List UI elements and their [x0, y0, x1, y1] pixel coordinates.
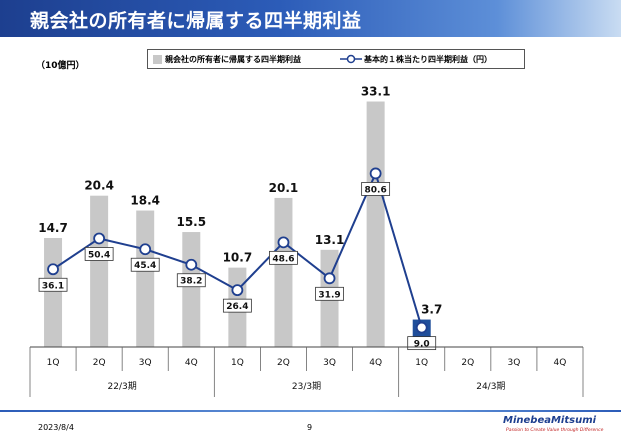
x-tick-label: 1Q	[415, 358, 428, 368]
x-tick-label: 1Q	[231, 358, 244, 368]
x-tick-label: 2Q	[277, 358, 290, 368]
eps-point	[277, 236, 290, 249]
bar-value-label: 20.4	[84, 179, 114, 193]
chart-legend: 親会社の所有者に帰属する四半期利益 基本的１株当たり四半期利益（円）	[147, 49, 525, 69]
legend-line-swatch	[340, 54, 362, 64]
bar-value-label: 18.4	[130, 194, 160, 208]
x-tick-label: 2Q	[93, 358, 106, 368]
eps-point	[185, 258, 198, 271]
eps-value-label: 9.0	[414, 340, 430, 350]
bar-value-label: 3.7	[421, 303, 442, 317]
x-tick-label: 4Q	[554, 358, 567, 368]
bar-7	[366, 101, 385, 347]
eps-point	[93, 232, 106, 245]
x-tick-label: 4Q	[185, 358, 198, 368]
page-number: 9	[307, 423, 313, 432]
legend-bar-swatch	[153, 55, 162, 64]
eps-label-box	[84, 247, 114, 261]
footer-date: 2023/8/4	[38, 423, 74, 432]
legend-bar-label: 親会社の所有者に帰属する四半期利益	[165, 55, 301, 64]
eps-label-box	[38, 277, 68, 292]
title-bar: 親会社の所有者に帰属する四半期利益	[0, 0, 621, 37]
eps-value-label: 48.6	[272, 254, 294, 264]
bar-3	[182, 232, 201, 347]
bar-5	[274, 197, 293, 347]
eps-point	[323, 272, 336, 285]
x-tick-label: 2Q	[461, 358, 474, 368]
bar-1	[90, 195, 109, 347]
x-group-label: 23/3期	[292, 381, 321, 392]
eps-value-label: 50.4	[88, 250, 110, 260]
brand-tagline: Passion to Create Value through Differen…	[506, 428, 604, 433]
eps-point	[139, 243, 152, 256]
eps-label-box	[361, 182, 391, 196]
bar-value-label: 13.1	[315, 233, 345, 247]
eps-value-label: 31.9	[318, 290, 340, 300]
x-tick-label: 3Q	[507, 358, 520, 368]
eps-label-box	[269, 250, 298, 265]
eps-value-label: 38.2	[180, 277, 202, 287]
x-tick-label: 1Q	[47, 358, 60, 368]
page-title: 親会社の所有者に帰属する四半期利益	[30, 10, 362, 32]
bar-value-label: 14.7	[38, 221, 68, 235]
x-tick-label: 3Q	[139, 358, 152, 368]
eps-point	[231, 284, 244, 297]
eps-label-box	[176, 273, 206, 288]
x-tick-label: 4Q	[369, 358, 382, 368]
x-group-label: 22/3期	[108, 381, 137, 392]
eps-value-label: 80.6	[365, 185, 387, 195]
bar-value-label: 15.5	[176, 215, 206, 229]
bar-value-label: 10.7	[223, 251, 253, 265]
eps-label-box	[315, 286, 344, 301]
unit-label: （10億円）	[36, 61, 85, 71]
eps-value-label: 45.4	[134, 261, 156, 271]
brand-logo: MinebeaMitsumi	[503, 415, 597, 426]
bar-0	[44, 237, 63, 347]
eps-label-box	[222, 298, 252, 313]
bar-value-label: 33.1	[361, 85, 391, 99]
bar-2	[136, 210, 155, 347]
x-group-label: 24/3期	[476, 381, 505, 392]
eps-value-label: 36.1	[42, 281, 64, 291]
eps-label-box	[130, 257, 160, 272]
eps-label-box	[407, 336, 437, 351]
legend-line-label: 基本的１株当たり四半期利益（円）	[364, 55, 492, 64]
x-tick-label: 3Q	[323, 358, 336, 368]
eps-point	[47, 263, 59, 276]
eps-point	[415, 321, 428, 334]
footer-divider	[0, 410, 621, 412]
bar-value-label: 20.1	[269, 181, 299, 195]
eps-value-label: 26.4	[226, 302, 248, 312]
eps-point	[369, 167, 382, 180]
